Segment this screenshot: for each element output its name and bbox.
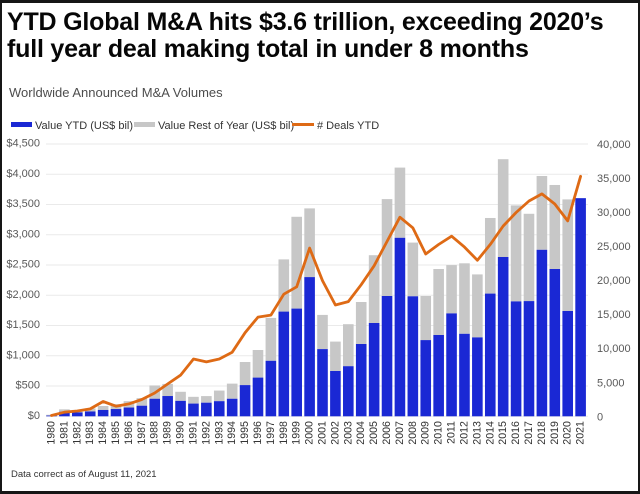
svg-text:10,000: 10,000	[597, 343, 631, 355]
svg-text:25,000: 25,000	[597, 241, 631, 253]
svg-text:1982: 1982	[71, 421, 83, 445]
svg-text:1996: 1996	[252, 421, 264, 445]
svg-text:2002: 2002	[329, 421, 341, 445]
svg-text:2009: 2009	[420, 421, 432, 445]
svg-text:1984: 1984	[97, 421, 109, 445]
svg-text:1989: 1989	[162, 421, 174, 445]
svg-text:2012: 2012	[459, 421, 471, 445]
svg-text:$0: $0	[28, 410, 40, 422]
svg-text:1980: 1980	[46, 421, 58, 445]
svg-text:2020: 2020	[562, 421, 574, 445]
svg-text:1983: 1983	[84, 421, 96, 445]
svg-text:$4,500: $4,500	[6, 138, 40, 150]
svg-text:1981: 1981	[58, 421, 70, 445]
svg-text:1993: 1993	[213, 421, 225, 445]
svg-text:$3,000: $3,000	[6, 228, 40, 240]
svg-text:2021: 2021	[575, 421, 587, 445]
svg-text:20,000: 20,000	[597, 275, 631, 287]
svg-text:40,000: 40,000	[597, 139, 631, 151]
svg-text:1999: 1999	[291, 421, 303, 445]
svg-text:35,000: 35,000	[597, 173, 631, 185]
svg-text:2008: 2008	[407, 421, 419, 445]
svg-text:2013: 2013	[471, 421, 483, 445]
svg-text:1991: 1991	[188, 421, 200, 445]
svg-text:$1,000: $1,000	[6, 349, 40, 361]
svg-text:2005: 2005	[368, 421, 380, 445]
svg-text:1997: 1997	[265, 421, 277, 445]
svg-text:1987: 1987	[136, 421, 148, 445]
svg-text:1998: 1998	[278, 421, 290, 445]
svg-text:30,000: 30,000	[597, 207, 631, 219]
svg-text:$2,500: $2,500	[6, 259, 40, 271]
svg-text:1985: 1985	[110, 421, 122, 445]
svg-text:1988: 1988	[149, 421, 161, 445]
svg-text:2007: 2007	[394, 421, 406, 445]
svg-text:5,000: 5,000	[597, 377, 625, 389]
svg-text:1986: 1986	[123, 421, 135, 445]
svg-text:2014: 2014	[484, 421, 496, 445]
svg-text:2011: 2011	[446, 421, 458, 444]
svg-text:2004: 2004	[355, 421, 367, 445]
svg-text:2018: 2018	[536, 421, 548, 445]
svg-text:2006: 2006	[381, 421, 393, 445]
svg-text:2003: 2003	[342, 421, 354, 445]
svg-text:2016: 2016	[510, 421, 522, 445]
svg-text:$1,500: $1,500	[6, 319, 40, 331]
svg-text:2001: 2001	[317, 421, 329, 445]
svg-text:1992: 1992	[200, 421, 212, 445]
svg-text:2010: 2010	[433, 421, 445, 445]
svg-text:1994: 1994	[226, 421, 238, 445]
svg-text:0: 0	[597, 411, 603, 423]
svg-text:$500: $500	[16, 380, 40, 392]
svg-text:2015: 2015	[497, 421, 509, 445]
svg-text:$3,500: $3,500	[6, 198, 40, 210]
svg-text:1990: 1990	[175, 421, 187, 445]
svg-text:2019: 2019	[549, 421, 561, 445]
svg-text:2017: 2017	[523, 421, 535, 445]
svg-text:$2,000: $2,000	[6, 289, 40, 301]
svg-text:15,000: 15,000	[597, 309, 631, 321]
svg-text:1995: 1995	[239, 421, 251, 445]
svg-text:$4,000: $4,000	[6, 168, 40, 180]
svg-text:2000: 2000	[304, 421, 316, 445]
